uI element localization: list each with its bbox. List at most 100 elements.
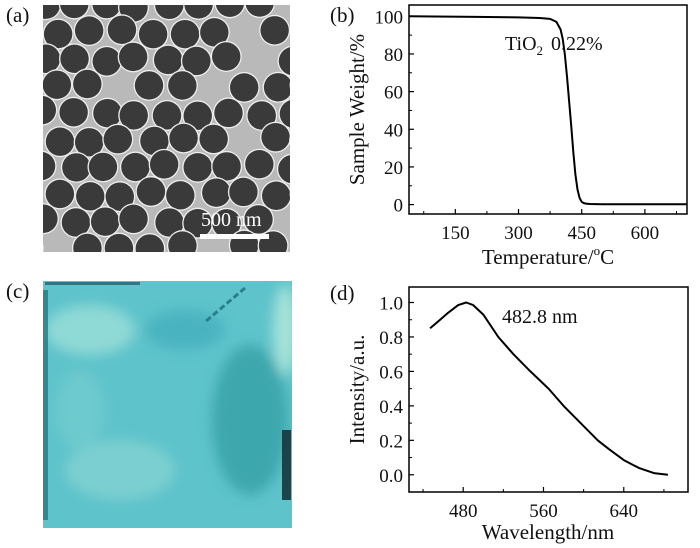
particle	[278, 47, 290, 75]
particle	[149, 150, 179, 179]
panel-label-c: (c)	[6, 279, 29, 303]
particle	[76, 182, 105, 211]
particle	[60, 5, 89, 19]
particle	[260, 16, 289, 45]
particle	[119, 101, 148, 130]
chart-pl: 480 560 640 0.0 0.2 0.4 0.6 0.8 1.0 Intensity/a.u…	[345, 286, 689, 544]
x-tick-label: 560	[529, 501, 558, 522]
particle	[62, 153, 91, 182]
panel-label-a: (a)	[6, 3, 29, 27]
particle	[214, 98, 243, 128]
particle	[0, 96, 24, 124]
tio2-annotation: TiO2 0.22%	[505, 33, 603, 58]
particle	[92, 5, 121, 19]
particle	[278, 155, 290, 184]
particle	[247, 101, 276, 130]
particle	[43, 5, 61, 19]
particle	[152, 101, 182, 130]
particle	[170, 19, 200, 49]
y-tick-label: 1.0	[379, 294, 403, 315]
particle	[13, 69, 41, 97]
particle	[74, 16, 104, 45]
particle	[262, 181, 290, 210]
y-tick-label: 0.2	[379, 431, 403, 452]
particle	[279, 100, 290, 128]
y-tick-label: 0.8	[379, 328, 403, 349]
particle	[14, 234, 42, 262]
particle	[134, 71, 164, 100]
particle	[212, 42, 241, 71]
particle	[263, 73, 290, 102]
y-tick-label: 80	[384, 45, 403, 66]
particle	[212, 209, 241, 238]
particle	[138, 19, 168, 49]
particle	[103, 125, 133, 154]
particle	[308, 42, 336, 70]
particle	[155, 208, 184, 237]
particle	[60, 44, 89, 74]
particle-halo	[43, 243, 44, 252]
particle	[183, 153, 212, 182]
particle	[104, 233, 134, 252]
particle-halo	[306, 41, 337, 72]
particle	[12, 179, 40, 207]
particle-halo	[12, 68, 43, 99]
particle-halo	[43, 137, 44, 145]
y-tick-label: 0.4	[379, 397, 403, 418]
particle	[43, 96, 57, 125]
particle	[73, 69, 102, 99]
x-axis-label: Temperature/oC	[482, 243, 614, 269]
y-tick-label: 20	[384, 158, 403, 179]
particle	[0, 152, 27, 180]
series-line-tga	[408, 15, 687, 206]
peak-annotation: 482.8 nm	[502, 306, 578, 328]
particle-halo	[306, 95, 337, 126]
particle	[121, 152, 150, 182]
particle	[183, 101, 212, 131]
particle	[93, 98, 122, 128]
particle	[155, 5, 184, 20]
particle	[105, 182, 134, 211]
particle	[307, 96, 335, 124]
particle	[202, 178, 231, 207]
particle	[107, 15, 137, 44]
chart-tga: 150 300 450 600 0 20 40 60 80 100 Sample Weight/% T…	[345, 4, 688, 269]
particle	[45, 127, 75, 156]
particle-halo	[292, 18, 323, 49]
particle	[43, 204, 58, 233]
particle	[230, 73, 259, 102]
y-tick-label: 0.6	[379, 362, 403, 383]
plot-frame	[408, 286, 689, 493]
particle	[293, 19, 321, 47]
particle	[184, 5, 213, 19]
scale-bar	[200, 234, 269, 239]
x-axis-label: Wavelength/nm	[482, 520, 614, 544]
particle	[118, 42, 148, 72]
particle	[261, 123, 290, 152]
particle-halo	[291, 234, 322, 265]
particle	[43, 70, 72, 99]
y-axis-label: Sample Weight/%	[345, 34, 369, 185]
particle-halo	[306, 208, 337, 239]
scale-bar-label: 500 nm	[201, 209, 262, 231]
particle	[182, 46, 211, 76]
panel-label-d: (d)	[330, 281, 355, 305]
particle	[135, 234, 164, 252]
particle-halo	[11, 178, 42, 209]
particle	[0, 206, 25, 234]
particle	[88, 152, 118, 182]
particle-halo	[0, 95, 25, 126]
particle	[169, 123, 198, 153]
particle	[45, 179, 75, 209]
y-tick-label: 60	[384, 83, 403, 104]
particle-halo	[289, 81, 290, 89]
particle	[245, 5, 274, 17]
x-tick-label: 450	[567, 223, 596, 244]
particle	[326, 232, 354, 260]
x-tick-label: 150	[441, 223, 470, 244]
plot-frame	[408, 4, 688, 215]
particle	[199, 124, 228, 154]
particle-halo	[324, 231, 355, 262]
particle-halo	[289, 191, 290, 198]
particle	[153, 45, 183, 75]
